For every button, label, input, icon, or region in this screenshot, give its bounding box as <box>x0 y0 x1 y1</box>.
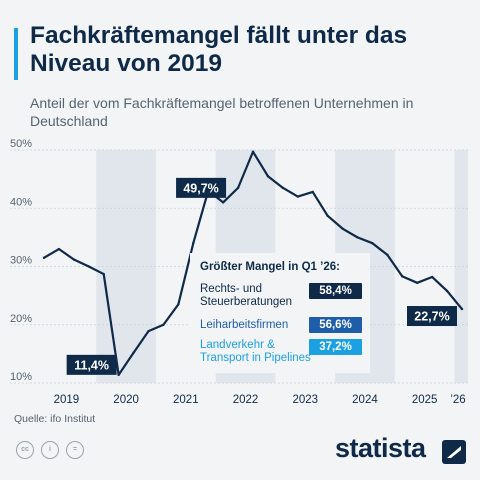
annotation-label: 22,7% <box>414 310 449 324</box>
data-point <box>132 351 135 354</box>
data-point <box>236 186 240 190</box>
x-tick-label: 2023 <box>292 394 318 406</box>
legend-label-landverkehr: Landverkehr & Transport in Pipelines <box>200 339 311 364</box>
data-point <box>117 373 120 377</box>
data-point <box>356 236 359 239</box>
data-point <box>177 303 180 306</box>
data-point <box>192 242 195 245</box>
data-point <box>251 150 255 153</box>
data-point <box>42 256 46 259</box>
y-tick-label: 30% <box>10 255 32 267</box>
data-point <box>162 323 165 326</box>
legend-value-leiharbeit: 56,6% <box>309 317 362 333</box>
brand-logo: statista <box>335 433 426 463</box>
legend-value-rechts: 58,4% <box>309 283 362 299</box>
x-tick-label: 2021 <box>173 394 199 406</box>
chart-title: Fachkräftemangel fällt unter das Niveau … <box>30 22 408 77</box>
x-tick-label: 2024 <box>352 394 378 406</box>
source-note: Quelle: ifo Institut <box>14 413 96 425</box>
statista-mark-icon <box>442 440 466 464</box>
title-accent-bar <box>14 28 18 80</box>
x-tick-label: ’26 <box>450 394 465 406</box>
data-point <box>87 265 90 268</box>
data-point <box>296 195 299 198</box>
data-point <box>221 201 225 204</box>
x-tick-label: 2022 <box>233 394 259 406</box>
annotation-box <box>66 354 117 375</box>
x-tick-label: 2019 <box>54 394 80 406</box>
chart-subtitle: Anteil der vom Fachkräftemangel betroffe… <box>30 95 414 129</box>
data-point <box>460 307 464 311</box>
annotation-label: 49,7% <box>183 181 218 195</box>
year-band-’26 <box>454 150 468 383</box>
y-tick-label: 20% <box>10 313 32 325</box>
data-point <box>281 186 285 190</box>
legend-label-leiharbeit: Leiharbeitsfirmen <box>200 319 289 331</box>
data-point <box>430 275 434 279</box>
y-tick-label: 10% <box>10 371 32 383</box>
annotation-box <box>176 177 227 198</box>
x-tick-label: 2020 <box>113 394 139 406</box>
data-point <box>371 242 374 245</box>
y-tick-label: 50% <box>10 138 32 150</box>
data-point <box>311 190 314 194</box>
data-point <box>57 247 61 251</box>
legend-label-rechts: Rechts- und Steuerberatungen <box>200 283 293 308</box>
data-point <box>416 281 419 285</box>
nd-icon: = <box>66 441 84 459</box>
data-point <box>401 275 404 278</box>
x-tick-label: 2025 <box>412 394 438 406</box>
data-point <box>326 214 329 218</box>
y-tick-label: 40% <box>10 196 32 208</box>
legend-title: Größter Mangel in Q1 ’26: <box>200 261 340 273</box>
data-point <box>72 258 76 261</box>
data-point <box>102 272 105 276</box>
annotation-label: 11,4% <box>74 358 109 372</box>
cc-icon: cc <box>16 441 34 459</box>
data-point <box>386 253 389 257</box>
data-point <box>341 227 344 230</box>
by-icon: i <box>41 441 59 459</box>
legend-value-landverkehr: 37,2% <box>309 339 362 355</box>
annotation-box <box>407 306 457 327</box>
data-point <box>147 329 150 333</box>
data-point <box>445 289 449 293</box>
data-point <box>266 175 270 178</box>
